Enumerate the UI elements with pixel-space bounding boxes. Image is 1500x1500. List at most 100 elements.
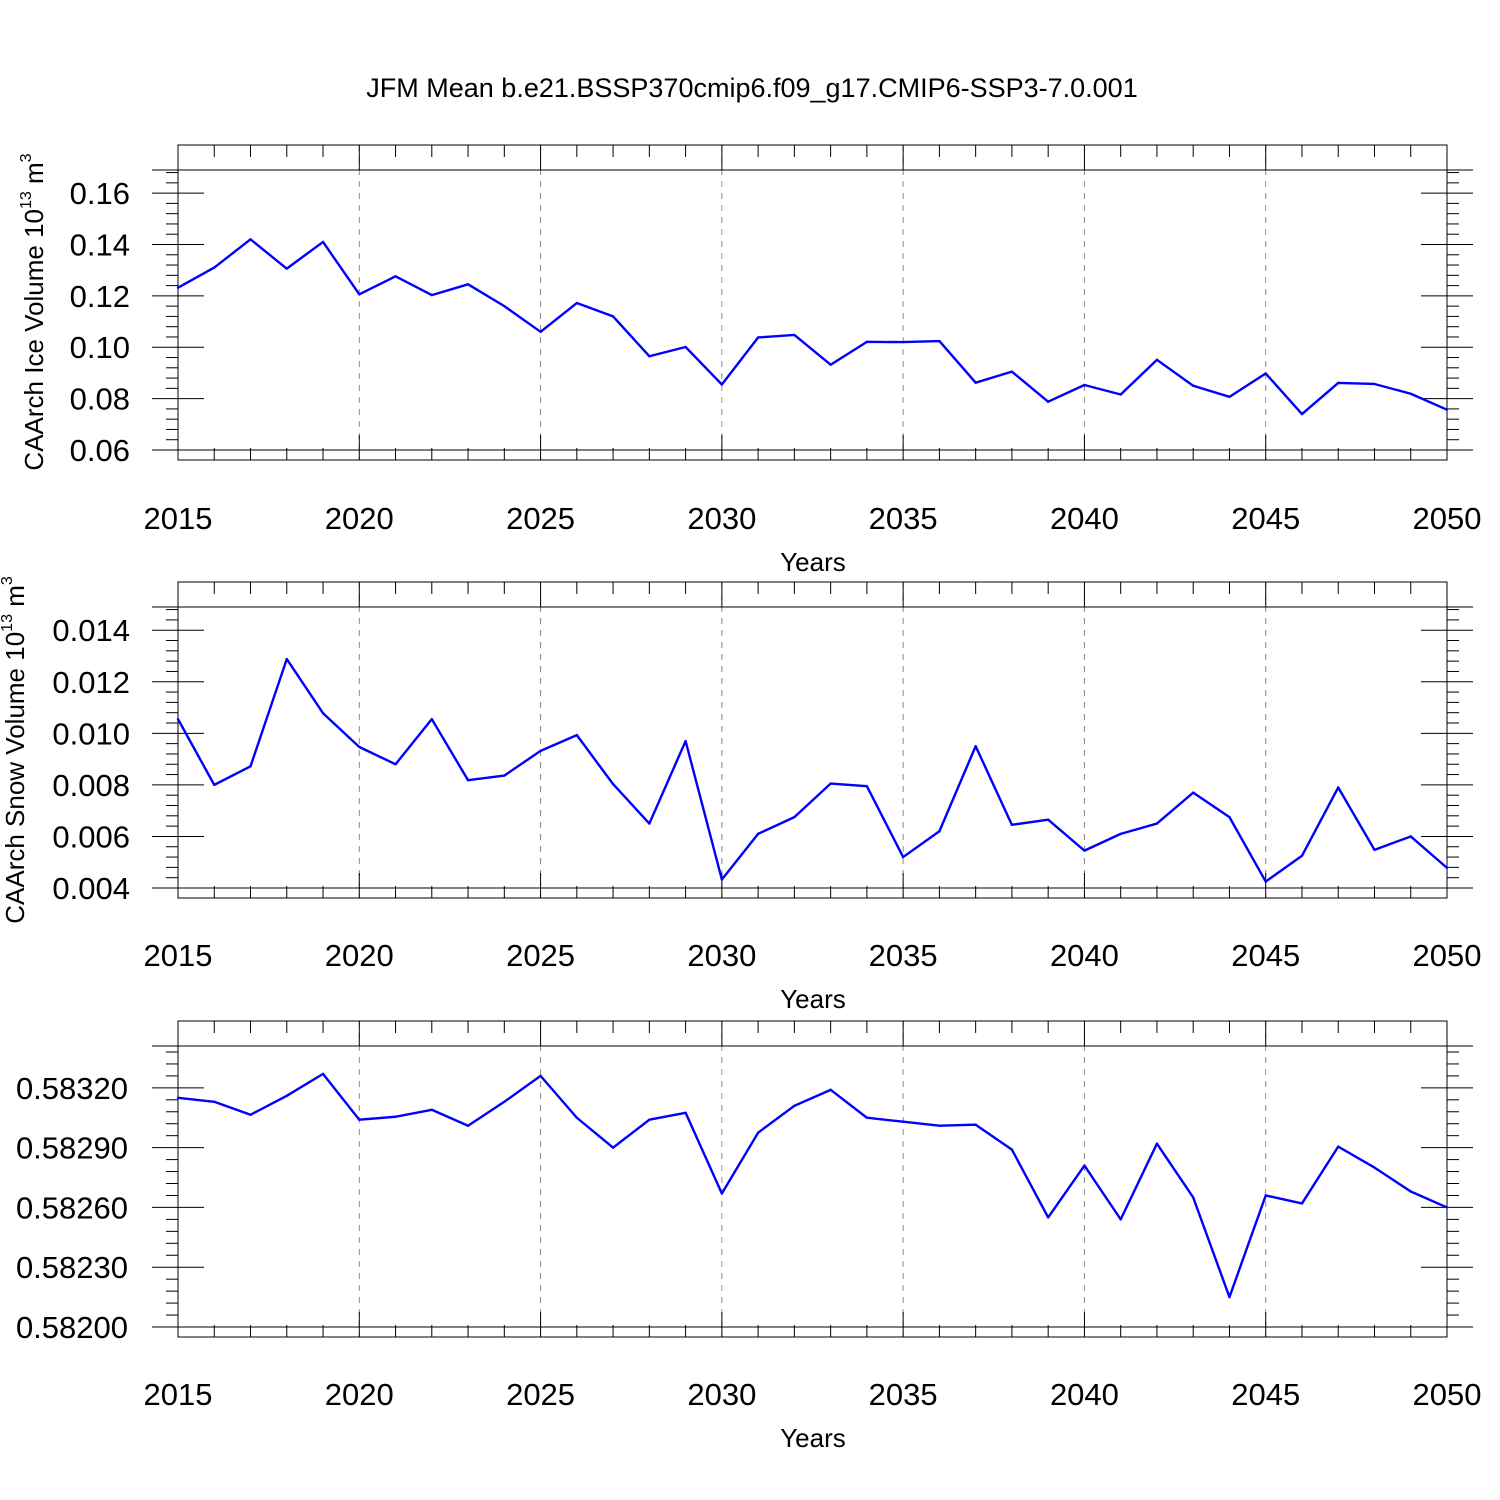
snow-volume-x-axis-title: Years (780, 984, 846, 1014)
data-point (1337, 786, 1340, 789)
x-tick-label: 2030 (687, 938, 756, 973)
data-point (249, 238, 252, 241)
data-point (756, 336, 760, 339)
data-point (829, 363, 832, 366)
data-point (249, 1113, 252, 1116)
data-point (1373, 848, 1376, 852)
data-series-line (176, 657, 1448, 883)
data-point (394, 763, 397, 766)
data-point (321, 240, 325, 244)
data-point (974, 381, 977, 384)
plot-frame (177, 581, 1448, 899)
x-tick-label: 2015 (144, 501, 213, 536)
x-tick-label: 2015 (144, 938, 213, 973)
ice-volume-panel: CAArch Ice Volume 1013 m3 Years 2015 2020… (18, 144, 1482, 577)
data-point (1083, 1164, 1086, 1167)
ice-volume-x-axis-title: Years (780, 547, 846, 577)
data-point (1046, 818, 1050, 821)
x-tick-label: 2035 (869, 501, 938, 536)
x-tick-label: 2050 (1413, 1377, 1482, 1412)
ice-volume-y-axis-title: CAArch Ice Volume 1013 m3 (18, 153, 49, 470)
data-point (539, 330, 542, 334)
y-tick-label: 0.014 (52, 613, 130, 648)
x-tick-label: 2040 (1050, 938, 1119, 973)
data-point (684, 345, 687, 349)
data-point (720, 383, 724, 386)
data-point (1228, 395, 1231, 399)
y-tick-label: 0.10 (70, 330, 130, 365)
data-point (285, 657, 288, 661)
data-point (1192, 384, 1195, 387)
data-point (865, 340, 869, 344)
data-point (430, 717, 433, 721)
y-tick-label: 0.58260 (16, 1190, 128, 1225)
x-tick-label: 2040 (1050, 1377, 1119, 1412)
data-point (1228, 1295, 1231, 1299)
data-point (285, 267, 288, 270)
data-point (1409, 392, 1412, 395)
data-point (176, 286, 180, 289)
data-point (1264, 1194, 1267, 1197)
data-point (1228, 815, 1231, 819)
data-point (1337, 381, 1340, 385)
data-point (430, 1108, 433, 1111)
figure-title: JFM Mean b.e21.BSSP370cmip6.f09_g17.CMIP… (366, 73, 1137, 103)
data-point (901, 340, 905, 344)
y-tick-label: 0.008 (52, 768, 130, 803)
data-point (1300, 1202, 1304, 1205)
data-point (1046, 400, 1050, 403)
data-point (1010, 823, 1014, 827)
data-point (684, 739, 687, 743)
snow-volume-panel: CAArch Snow Volume 1013 m3 Years 2015 202… (0, 576, 1481, 1014)
data-point (213, 783, 216, 787)
x-tick-label: 2025 (506, 501, 575, 536)
data-point (575, 301, 579, 305)
data-point (1119, 1218, 1122, 1221)
ratio-panel: Years 2015 2020 2025 2030 2035 2040 2045 2050 0.… (16, 1020, 1482, 1453)
plot-frame (177, 1020, 1448, 1338)
y-tick-label: 0.58230 (16, 1250, 128, 1285)
data-point (793, 815, 796, 819)
data-point (611, 1146, 615, 1149)
data-point (829, 1088, 832, 1092)
data-point (1445, 866, 1449, 870)
data-point (720, 1192, 724, 1195)
x-tick-label: 2030 (687, 1377, 756, 1412)
data-point (648, 355, 651, 358)
data-point (321, 712, 325, 715)
data-point (756, 1131, 760, 1134)
data-series-line (177, 1072, 1448, 1299)
plot-frame (177, 144, 1448, 461)
y-tick-label: 0.006 (52, 819, 130, 854)
x-tick-label: 2020 (325, 501, 394, 536)
data-point (1300, 412, 1304, 416)
y-tick-label: 0.08 (70, 382, 130, 417)
y-tick-label: 0.12 (70, 279, 130, 314)
data-point (1264, 372, 1267, 375)
data-point (1155, 1142, 1159, 1145)
x-tick-label: 2020 (325, 938, 394, 973)
y-tick-label: 0.010 (52, 716, 130, 751)
data-point (575, 1116, 579, 1119)
data-point (648, 822, 651, 825)
data-point (720, 878, 724, 881)
data-point (285, 1094, 288, 1098)
data-point (176, 1096, 180, 1100)
x-tick-label: 2020 (325, 1377, 394, 1412)
data-point (1083, 849, 1086, 852)
data-point (684, 1111, 687, 1114)
data-point (249, 765, 252, 768)
x-tick-label: 2050 (1413, 938, 1482, 973)
data-series-line (177, 238, 1448, 416)
data-point (358, 293, 361, 296)
data-point (611, 315, 615, 318)
data-point (539, 749, 542, 753)
data-point (1445, 408, 1449, 411)
data-point (611, 782, 615, 786)
data-point (1445, 1206, 1449, 1209)
data-point (1155, 822, 1159, 825)
x-tick-label: 2050 (1413, 501, 1482, 536)
data-point (321, 1072, 325, 1076)
